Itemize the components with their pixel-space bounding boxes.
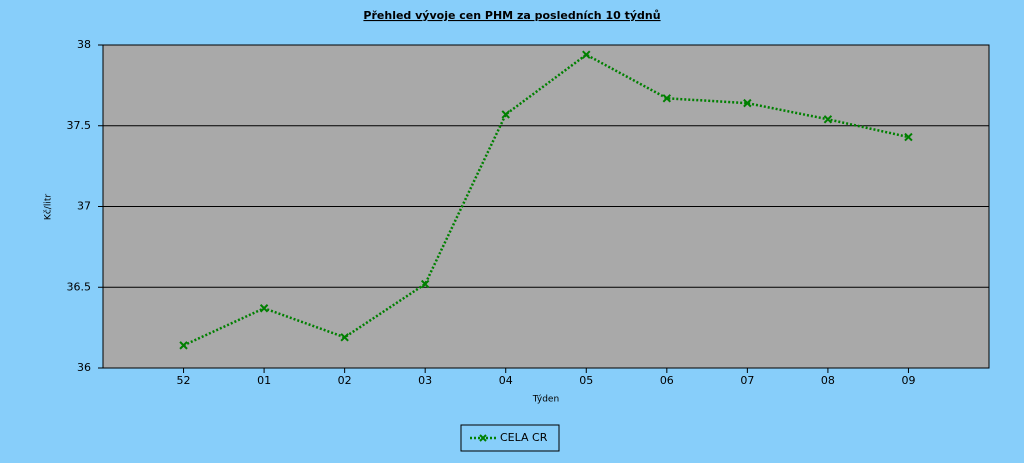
point-marker xyxy=(823,115,833,124)
point-marker xyxy=(582,50,591,59)
x-tick-label: 03 xyxy=(418,374,432,387)
x-tick-label: 05 xyxy=(579,374,593,387)
point-marker xyxy=(340,333,349,342)
x-tick-label: 07 xyxy=(740,374,754,387)
y-tick-label: 37.5 xyxy=(67,119,92,132)
y-tick-label: 37 xyxy=(77,200,91,213)
point-marker xyxy=(179,341,188,350)
y-tick-label: 36.5 xyxy=(67,280,92,293)
chart-title: Přehled vývoje cen PHM za posledních 10 … xyxy=(363,9,660,22)
x-tick-label: 09 xyxy=(901,374,915,387)
x-tick-label: 52 xyxy=(177,374,191,387)
point-marker xyxy=(904,132,913,142)
x-tick-label: 06 xyxy=(660,374,674,387)
x-tick-label: 01 xyxy=(257,374,271,387)
legend-label: CELA CR xyxy=(500,431,548,444)
y-tick-label: 36 xyxy=(77,361,91,374)
legend-box xyxy=(460,424,560,452)
x-tick-label: 04 xyxy=(499,374,513,387)
x-tick-label: 02 xyxy=(338,374,352,387)
y-axis-label: Kč/litr xyxy=(43,194,54,220)
point-marker xyxy=(662,94,672,103)
x-axis-label: Týden xyxy=(532,395,559,405)
point-marker xyxy=(259,304,269,313)
x-tick-label: 08 xyxy=(821,374,835,387)
point-marker xyxy=(420,279,430,289)
point-marker xyxy=(501,110,510,119)
y-tick-label: 38 xyxy=(77,38,91,51)
legend-marker xyxy=(479,434,487,442)
series-line xyxy=(183,53,909,347)
point-marker xyxy=(743,98,752,108)
